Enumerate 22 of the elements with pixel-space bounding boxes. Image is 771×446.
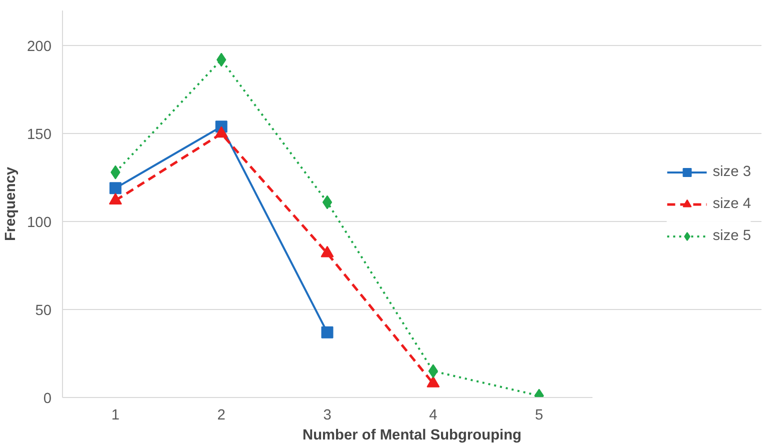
y-axis-title: Frequency xyxy=(3,166,20,242)
x-tick-label: 5 xyxy=(535,408,544,424)
point xyxy=(426,376,440,388)
point xyxy=(322,195,332,210)
y-tick-label: 200 xyxy=(27,39,52,56)
legend-label: size 5 xyxy=(712,228,751,244)
x-axis-title: Number of Mental Subgrouping xyxy=(302,428,522,444)
point xyxy=(321,326,334,338)
y-tick-label: 100 xyxy=(27,215,52,232)
y-tick-label: 0 xyxy=(43,391,52,407)
point xyxy=(109,182,122,194)
y-tick-label: 50 xyxy=(35,303,52,320)
legend-label: size 3 xyxy=(712,164,751,180)
x-tick-label: 4 xyxy=(429,408,438,424)
x-tick-label: 3 xyxy=(323,408,332,424)
point xyxy=(320,246,334,258)
legend-label: size 4 xyxy=(712,196,751,212)
y-tick-label: 150 xyxy=(27,127,52,144)
x-tick-label: 2 xyxy=(217,408,226,424)
point xyxy=(214,126,228,138)
x-tick-label: 1 xyxy=(111,408,120,424)
point xyxy=(108,193,122,204)
